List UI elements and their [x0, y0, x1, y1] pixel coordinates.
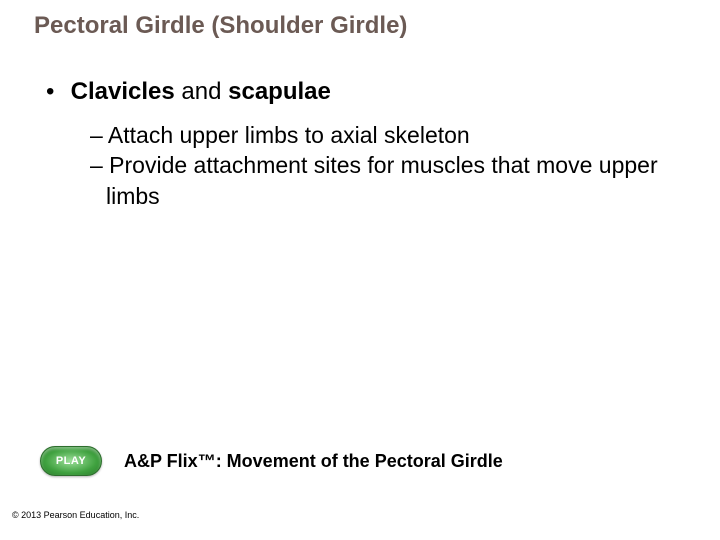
sub-bullet-list: – Attach upper limbs to axial skeleton –… [90, 120, 672, 211]
main-bullet: • Clavicles and scapulae [46, 78, 692, 106]
sub-bullet-2: – Provide attachment sites for muscles t… [90, 150, 672, 211]
slide-title: Pectoral Girdle (Shoulder Girdle) [34, 12, 692, 40]
bullet-dot: • [46, 78, 64, 106]
main-bullet-term2: scapulae [228, 78, 331, 105]
slide-container: Pectoral Girdle (Shoulder Girdle) • Clav… [0, 0, 720, 540]
copyright-text: © 2013 Pearson Education, Inc. [12, 510, 139, 520]
sub-bullet-1: – Attach upper limbs to axial skeleton [90, 120, 672, 150]
play-button[interactable]: PLAY [40, 446, 102, 476]
main-bullet-term1: Clavicles [71, 78, 175, 105]
play-caption: A&P Flix™: Movement of the Pectoral Gird… [124, 451, 503, 472]
main-bullet-mid: and [175, 78, 228, 105]
play-row: PLAY A&P Flix™: Movement of the Pectoral… [40, 446, 503, 476]
